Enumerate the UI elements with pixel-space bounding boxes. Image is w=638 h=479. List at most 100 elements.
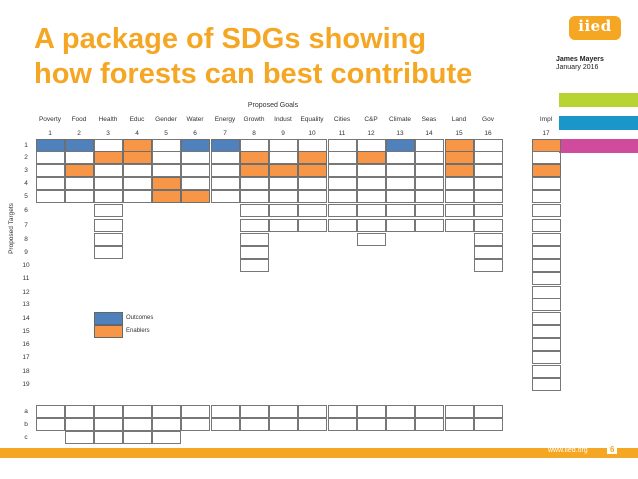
target-label-9: 9 <box>24 249 28 256</box>
matrix-cell <box>36 164 65 177</box>
matrix-cell <box>532 351 561 364</box>
legend-enablers-swatch <box>94 325 123 338</box>
matrix-cell <box>298 151 327 164</box>
goal-header-4: Educ <box>129 116 145 123</box>
matrix-cell <box>474 233 503 246</box>
target-label-4: 4 <box>24 180 28 187</box>
goal-number-5: 5 <box>164 130 168 137</box>
matrix-cell <box>152 151 181 164</box>
target-label-10: 10 <box>22 262 30 269</box>
matrix-cell <box>474 190 503 203</box>
matrix-cell <box>240 164 269 177</box>
matrix-cell <box>386 219 415 232</box>
matrix-cell <box>65 151 94 164</box>
footer-bar <box>0 448 638 458</box>
matrix-cell <box>211 151 240 164</box>
slide-title: A package of SDGs showing how forests ca… <box>34 22 534 92</box>
matrix-cell <box>532 190 561 203</box>
target-label-3: 3 <box>24 167 28 174</box>
matrix-cell <box>94 151 123 164</box>
matrix-cell <box>328 405 357 418</box>
matrix-cell <box>357 219 386 232</box>
matrix-cell <box>357 190 386 203</box>
goal-number-15: 15 <box>455 130 463 137</box>
matrix-cell <box>240 151 269 164</box>
matrix-cell <box>415 204 444 217</box>
accent-bar-green <box>559 93 638 107</box>
target-label-b: b <box>24 421 28 428</box>
matrix-cell <box>532 272 561 285</box>
goal-header-6: Water <box>186 116 204 123</box>
matrix-cell <box>474 246 503 259</box>
matrix-cell <box>269 177 298 190</box>
matrix-cell <box>357 177 386 190</box>
target-label-16: 16 <box>22 341 30 348</box>
matrix-cell <box>94 233 123 246</box>
matrix-cell <box>357 405 386 418</box>
matrix-cell <box>240 246 269 259</box>
matrix-cell <box>152 418 181 431</box>
accent-bar-pink <box>559 139 638 153</box>
matrix-cell <box>211 405 240 418</box>
matrix-cell <box>386 151 415 164</box>
goal-header-8: Growth <box>243 116 265 123</box>
matrix-cell <box>211 164 240 177</box>
goal-number-4: 4 <box>135 130 139 137</box>
legend-outcomes-swatch <box>94 312 123 325</box>
presentation-date: January 2016 <box>556 64 599 71</box>
goal-number-13: 13 <box>396 130 404 137</box>
matrix-cell <box>532 378 561 391</box>
matrix-cell <box>415 405 444 418</box>
matrix-cell <box>532 177 561 190</box>
matrix-cell <box>152 177 181 190</box>
page-number: 6 <box>607 445 618 454</box>
matrix-cell <box>532 246 561 259</box>
matrix-cell <box>328 219 357 232</box>
matrix-cell <box>386 164 415 177</box>
matrix-cell <box>328 164 357 177</box>
logo-text: iied <box>578 17 612 35</box>
matrix-cell <box>181 190 210 203</box>
target-label-13: 13 <box>22 301 30 308</box>
target-label-17: 17 <box>22 354 30 361</box>
matrix-cell <box>123 405 152 418</box>
matrix-cell <box>386 405 415 418</box>
matrix-cell <box>386 204 415 217</box>
goal-number-17: 17 <box>542 130 550 137</box>
matrix-cell <box>532 204 561 217</box>
target-label-11: 11 <box>22 275 30 282</box>
matrix-cell <box>269 418 298 431</box>
matrix-cell <box>298 405 327 418</box>
goal-number-16: 16 <box>484 130 492 137</box>
matrix-cell <box>415 177 444 190</box>
matrix-cell <box>94 164 123 177</box>
matrix-cell <box>474 418 503 431</box>
matrix-cell <box>94 431 123 444</box>
matrix-cell <box>269 151 298 164</box>
matrix-cell <box>94 204 123 217</box>
accent-bar-blue <box>559 116 638 130</box>
target-label-8: 8 <box>24 236 28 243</box>
legend-outcomes-label: Outcomes <box>126 315 154 321</box>
target-label-5: 5 <box>24 193 28 200</box>
author-name: James Mayers <box>556 56 604 63</box>
matrix-cell <box>445 177 474 190</box>
matrix-cell <box>445 219 474 232</box>
goal-number-14: 14 <box>425 130 433 137</box>
legend-enablers-label: Enablers <box>126 328 150 334</box>
goal-header-13: Climate <box>388 116 412 123</box>
matrix-cell <box>532 325 561 338</box>
footer-url[interactable]: www.iied.org <box>548 447 588 454</box>
matrix-cell <box>474 405 503 418</box>
matrix-cell <box>152 190 181 203</box>
target-label-14: 14 <box>22 315 30 322</box>
target-label-12: 12 <box>22 289 30 296</box>
matrix-cell <box>94 219 123 232</box>
matrix-cell <box>532 259 561 272</box>
matrix-cell <box>240 190 269 203</box>
title-line-2: how forests can best contribute <box>34 58 473 90</box>
matrix-cell <box>94 190 123 203</box>
target-label-18: 18 <box>22 368 30 375</box>
matrix-cell <box>298 190 327 203</box>
matrix-cell <box>445 405 474 418</box>
